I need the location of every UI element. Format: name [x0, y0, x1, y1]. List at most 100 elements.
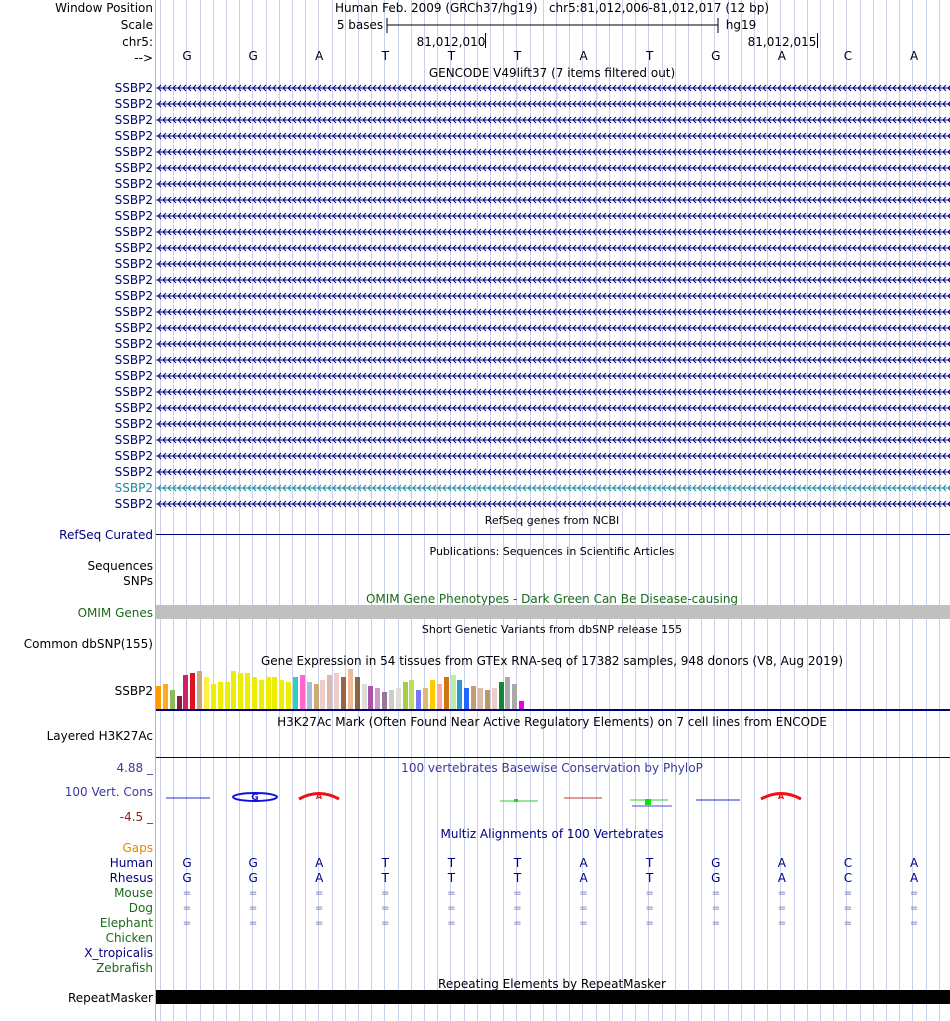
gencode-row-label[interactable]: SSBP2	[114, 465, 153, 479]
gtex-bar[interactable]	[430, 680, 435, 709]
gencode-transcript-line[interactable]	[156, 178, 950, 190]
gtex-bar[interactable]	[279, 680, 284, 709]
multiz-chicken-label[interactable]: Chicken	[105, 931, 153, 945]
gencode-transcript-line[interactable]	[156, 274, 950, 286]
gencode-transcript-line[interactable]	[156, 450, 950, 462]
gtex-bar[interactable]	[423, 688, 428, 709]
gencode-row-label[interactable]: SSBP2	[114, 241, 153, 255]
gencode-transcript-line[interactable]	[156, 242, 950, 254]
gencode-row-label[interactable]: SSBP2	[114, 497, 153, 511]
gencode-transcript-line[interactable]	[156, 290, 950, 302]
gencode-row-label[interactable]: SSBP2	[114, 193, 153, 207]
multiz-gaps-label[interactable]: Gaps	[122, 841, 153, 855]
gencode-row-label[interactable]: SSBP2	[114, 97, 153, 111]
gencode-transcript-line[interactable]	[156, 402, 950, 414]
h3k27ac-label[interactable]: Layered H3K27Ac	[46, 729, 153, 743]
gencode-transcript-line[interactable]	[156, 98, 950, 110]
gencode-row-label[interactable]: SSBP2	[114, 289, 153, 303]
gencode-transcript-line[interactable]	[156, 434, 950, 446]
gtex-bar[interactable]	[444, 677, 449, 709]
gtex-bar[interactable]	[478, 688, 483, 709]
multiz-elephant-label[interactable]: Elephant	[99, 916, 153, 930]
gencode-transcript-line[interactable]	[156, 82, 950, 94]
gtex-bar[interactable]	[362, 684, 367, 709]
pubs-label-snps[interactable]: SNPs	[123, 574, 153, 588]
rmsk-label[interactable]: RepeatMasker	[67, 991, 153, 1005]
refseq-line[interactable]	[156, 534, 950, 535]
gencode-transcript-line[interactable]	[156, 386, 950, 398]
gencode-transcript-line[interactable]	[156, 306, 950, 318]
gtex-bar[interactable]	[334, 673, 339, 709]
gencode-row-label[interactable]: SSBP2	[114, 129, 153, 143]
gtex-bar[interactable]	[396, 688, 401, 709]
gencode-transcript-line[interactable]	[156, 498, 950, 510]
gencode-transcript-line[interactable]	[156, 146, 950, 158]
gtex-bar[interactable]	[190, 673, 195, 709]
gtex-bar[interactable]	[368, 686, 373, 709]
rmsk-bar[interactable]	[156, 990, 950, 1004]
cons-logo[interactable]: G A A	[156, 778, 950, 818]
dbsnp-label[interactable]: Common dbSNP(155)	[23, 637, 153, 651]
gencode-row-label[interactable]: SSBP2	[114, 353, 153, 367]
gtex-bar[interactable]	[231, 671, 236, 709]
gencode-row-label[interactable]: SSBP2	[114, 305, 153, 319]
gencode-row-label[interactable]: SSBP2	[114, 401, 153, 415]
gencode-row-label[interactable]: SSBP2	[114, 113, 153, 127]
gtex-bar[interactable]	[259, 680, 264, 709]
gencode-transcript-line[interactable]	[156, 162, 950, 174]
gtex-bar[interactable]	[156, 686, 161, 709]
gtex-bar[interactable]	[272, 677, 277, 709]
gencode-transcript-line[interactable]	[156, 466, 950, 478]
gtex-bar[interactable]	[245, 673, 250, 709]
gtex-bar[interactable]	[341, 677, 346, 709]
gencode-row-label[interactable]: SSBP2	[114, 145, 153, 159]
gencode-row-label[interactable]: SSBP2	[114, 81, 153, 95]
gtex-bar[interactable]	[177, 696, 182, 709]
gencode-row-label[interactable]: SSBP2	[114, 161, 153, 175]
multiz-xtrop-label[interactable]: X_tropicalis	[84, 946, 153, 960]
gencode-transcript-line[interactable]	[156, 130, 950, 142]
gtex-bar[interactable]	[519, 701, 524, 709]
gtex-bar[interactable]	[211, 684, 216, 709]
gtex-label[interactable]: SSBP2	[114, 684, 153, 698]
gtex-bar[interactable]	[355, 677, 360, 709]
gencode-row-label[interactable]: SSBP2	[114, 321, 153, 335]
pubs-label-sequences[interactable]: Sequences	[87, 559, 153, 573]
gtex-bar[interactable]	[183, 675, 188, 709]
gtex-bar[interactable]	[238, 673, 243, 709]
gtex-bar[interactable]	[416, 690, 421, 709]
gencode-transcript-line[interactable]	[156, 114, 950, 126]
gencode-row-label[interactable]: SSBP2	[114, 225, 153, 239]
gtex-bar[interactable]	[451, 675, 456, 709]
gencode-row-label[interactable]: SSBP2	[114, 273, 153, 287]
gencode-row-label[interactable]: SSBP2	[114, 433, 153, 447]
gtex-bar[interactable]	[314, 684, 319, 709]
gtex-bar[interactable]	[225, 682, 230, 709]
gencode-transcript-line[interactable]	[156, 226, 950, 238]
gencode-row-label[interactable]: SSBP2	[114, 209, 153, 223]
gtex-bar[interactable]	[389, 690, 394, 709]
multiz-zebrafish-label[interactable]: Zebrafish	[96, 961, 153, 975]
omim-bar[interactable]	[156, 605, 950, 619]
gtex-bar[interactable]	[492, 688, 497, 709]
gtex-bar[interactable]	[300, 675, 305, 709]
gtex-bar[interactable]	[505, 677, 510, 709]
gtex-bar[interactable]	[218, 682, 223, 709]
gtex-bar[interactable]	[266, 677, 271, 709]
gencode-row-label[interactable]: SSBP2	[114, 257, 153, 271]
gencode-transcript-line[interactable]	[156, 338, 950, 350]
gtex-bar[interactable]	[252, 677, 257, 709]
gencode-row-label[interactable]: SSBP2	[114, 449, 153, 463]
gtex-bar[interactable]	[499, 682, 504, 709]
gencode-transcript-line[interactable]	[156, 194, 950, 206]
gtex-bar[interactable]	[382, 692, 387, 709]
gencode-row-label[interactable]: SSBP2	[114, 481, 153, 495]
multiz-human-label[interactable]: Human	[109, 856, 153, 870]
gtex-bar[interactable]	[204, 677, 209, 709]
gtex-bar[interactable]	[485, 690, 490, 709]
gencode-transcript-line[interactable]	[156, 418, 950, 430]
multiz-dog-label[interactable]: Dog	[128, 901, 153, 915]
gtex-bar[interactable]	[163, 684, 168, 709]
gtex-bar[interactable]	[348, 669, 353, 709]
